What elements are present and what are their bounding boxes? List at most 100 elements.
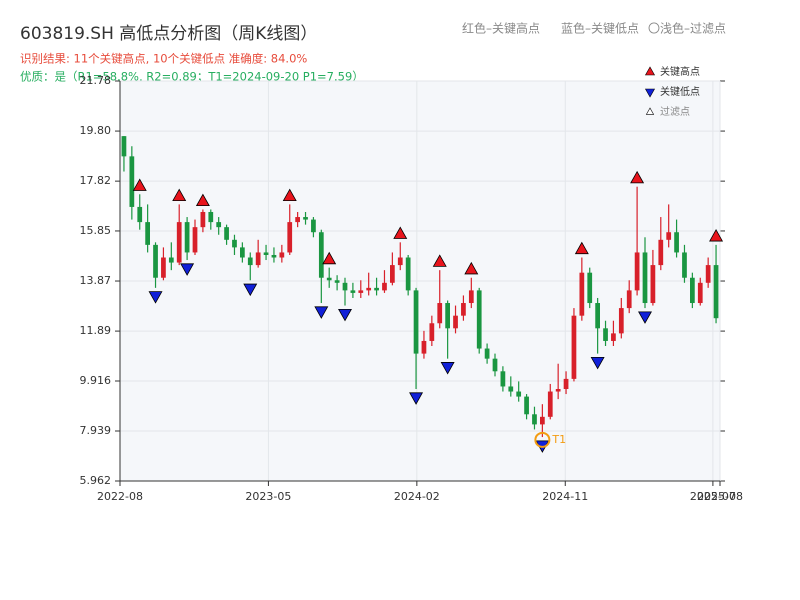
candle-body — [342, 282, 348, 291]
candle-body — [295, 217, 300, 223]
plot — [115, 80, 725, 486]
candle-body — [571, 315, 577, 379]
candle-body — [500, 371, 506, 387]
candle-body — [326, 277, 332, 281]
y-tick-label: 15.85 — [80, 224, 112, 237]
candle-body — [279, 252, 285, 258]
candle-body — [216, 222, 222, 228]
candle-body — [137, 206, 143, 223]
candle-body — [334, 280, 340, 283]
candle-body — [240, 247, 245, 258]
candle-body — [674, 232, 679, 253]
candle-body — [595, 303, 600, 329]
quality-text: 优质：是（R1=58.8%, R2=0.89；T1=2024-09-20 P1=… — [20, 70, 364, 84]
candle-body — [287, 222, 293, 253]
candle-body — [232, 239, 237, 248]
candle-body — [247, 257, 253, 266]
high-point — [630, 170, 645, 184]
candle-body — [176, 222, 182, 263]
candle-body — [484, 348, 490, 359]
candle-body — [508, 386, 514, 392]
y-tick-label: 13.87 — [80, 274, 112, 287]
y-tick-label: 21.78 — [80, 74, 112, 87]
note: 蓝色–关键低点 — [561, 22, 639, 36]
candle-body — [303, 217, 308, 220]
candle-body — [397, 257, 403, 266]
low-point — [243, 283, 258, 297]
candle-body — [405, 257, 411, 291]
candle-body — [374, 287, 379, 291]
y-tick-label: 19.80 — [80, 124, 112, 137]
candle-body — [658, 239, 664, 266]
candle-body — [224, 227, 229, 240]
candle-body — [311, 219, 316, 233]
candle-body — [366, 287, 372, 291]
x-tick-label: 2024-02 — [394, 490, 440, 503]
candle-body — [547, 391, 553, 417]
low-point — [314, 306, 329, 319]
candle-body — [634, 252, 640, 291]
candle-body — [200, 211, 206, 228]
candle-body — [421, 340, 427, 354]
candle-body — [453, 315, 458, 329]
candle-body — [161, 257, 166, 278]
candle-body — [437, 303, 443, 324]
low-point — [338, 308, 352, 322]
candle-body — [666, 232, 672, 240]
candle-body — [697, 282, 703, 304]
note: 红色–关键高点 — [462, 21, 540, 36]
candle-body — [129, 156, 135, 207]
chart-title: 603819.SH 高低点分析图（周K线图） — [20, 24, 317, 44]
candle-body — [255, 252, 261, 266]
candle-body — [263, 252, 269, 255]
high-point — [282, 188, 297, 202]
y-tick-label: 17.82 — [80, 174, 112, 187]
x-tick-label: 2025-07 — [690, 490, 736, 503]
low-point — [148, 291, 163, 304]
candle-body — [532, 414, 537, 425]
low-point — [638, 311, 652, 324]
candle-body — [192, 227, 198, 253]
low-point — [590, 357, 605, 370]
y-tick-label: 7.939 — [80, 424, 112, 437]
high-point — [172, 188, 187, 202]
legend-label: 关键高点 — [660, 65, 700, 78]
candle-body — [587, 272, 593, 304]
candle-body — [611, 333, 616, 341]
candle-body — [650, 265, 656, 304]
candle-body — [492, 358, 498, 372]
candle-body — [382, 282, 387, 291]
candle-body — [603, 328, 608, 341]
y-tick-label: 9.916 — [80, 374, 112, 387]
t1-label: T1 — [551, 433, 566, 446]
candle-body — [153, 244, 158, 278]
candle-body — [358, 290, 364, 293]
candle-body — [626, 290, 632, 309]
high-point — [195, 193, 210, 207]
candle-body — [540, 416, 545, 425]
y-tick-label: 5.962 — [80, 474, 112, 487]
candle-body — [682, 252, 687, 278]
candle-body — [555, 389, 561, 392]
x-tick-label: 2025-08 — [697, 490, 743, 503]
candle-body — [145, 222, 150, 245]
candle-body — [690, 277, 695, 304]
x-tick-label: 2022-08 — [97, 490, 143, 503]
y-tick-label: 11.89 — [80, 324, 112, 337]
candle-body — [350, 290, 356, 293]
candle-body — [476, 290, 482, 349]
high-point — [393, 226, 408, 239]
candle-body — [121, 136, 127, 157]
high-point — [709, 229, 724, 242]
candle-body — [413, 290, 419, 354]
candle-body — [445, 303, 450, 329]
candle-body — [618, 308, 624, 334]
high-point — [322, 251, 337, 265]
candle-body — [642, 252, 648, 304]
candle-body — [705, 265, 711, 283]
candle-body — [563, 378, 569, 390]
candle-body — [524, 396, 529, 415]
candle-body — [429, 323, 435, 341]
t1-marker — [534, 431, 551, 448]
